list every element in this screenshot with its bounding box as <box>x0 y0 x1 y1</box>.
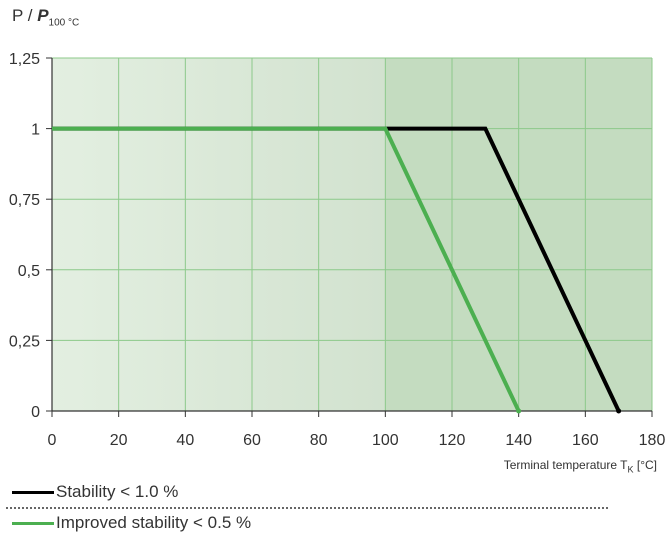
x-tick-label: 0 <box>48 432 57 449</box>
series-end-point-1 <box>516 408 522 414</box>
legend-swatch-stability <box>12 490 54 494</box>
y-axis-label: P / P100 °C <box>12 6 79 28</box>
x-axis-label: Terminal temperature TK [°C] <box>504 458 657 474</box>
axes <box>46 57 653 417</box>
legend-label-improved: Improved stability < 0.5 % <box>56 513 252 532</box>
legend-separator <box>6 507 608 509</box>
y-tick-label: 0,75 <box>9 192 40 209</box>
legend-label-stability: Stability < 1.0 % <box>56 482 179 501</box>
legend-item-improved: Improved stability < 0.5 % <box>12 513 251 533</box>
x-tick-label: 180 <box>639 432 665 449</box>
x-axis-label-unit: [°C] <box>633 458 657 472</box>
y-axis-label-italic: P <box>37 6 49 25</box>
y-tick-label: 1,25 <box>9 51 40 68</box>
series-line-1 <box>52 126 521 412</box>
x-tick-label: 60 <box>243 432 261 449</box>
x-tick-label: 160 <box>572 432 599 449</box>
plot-background <box>52 58 652 411</box>
x-tick-label: 140 <box>505 432 532 449</box>
y-tick-label: 0,5 <box>18 263 40 280</box>
y-axis-label-main: P / <box>12 6 38 25</box>
x-tick-label: 100 <box>372 432 399 449</box>
x-axis-label-main: Terminal temperature T <box>503 458 628 472</box>
tick-labels: 0 20 40 60 80 100 120 140 160 180 0 0,25 0,5 0,75 1 1,2… <box>9 51 665 449</box>
series-lines <box>52 126 622 414</box>
y-tick-label: 0,25 <box>9 333 40 350</box>
x-tick-label: 120 <box>439 432 466 449</box>
x-tick-label: 40 <box>176 432 194 449</box>
y-tick-label: 0 <box>31 404 40 421</box>
legend-swatch-improved <box>12 521 54 525</box>
x-tick-label: 80 <box>310 432 328 449</box>
y-tick-label: 1 <box>31 122 40 139</box>
x-axis-label-sub: K <box>627 464 634 475</box>
x-tick-label: 20 <box>110 432 128 449</box>
plot-bg-left <box>52 58 386 411</box>
legend-item-stability: Stability < 1.0 % <box>12 482 178 502</box>
series-end-point-0 <box>616 408 622 414</box>
y-axis-label-sub: 100 °C <box>48 17 80 29</box>
